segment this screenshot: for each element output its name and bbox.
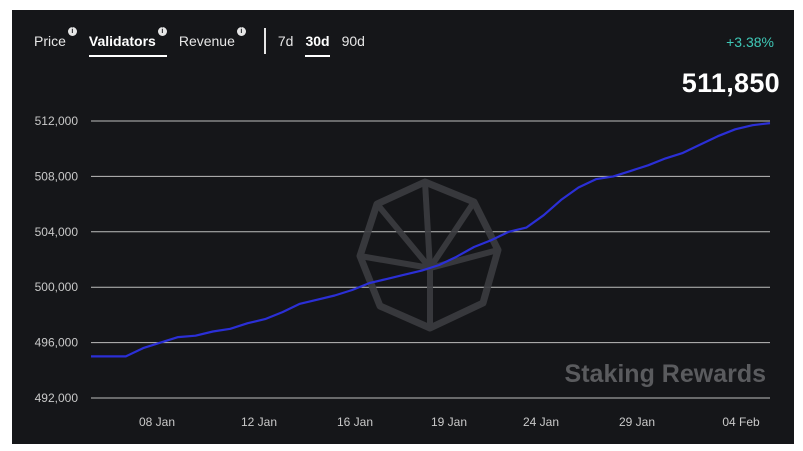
x-tick-label: 24 Jan	[523, 415, 559, 429]
range-30d-label: 30d	[305, 33, 330, 49]
y-axis-ticks: 512,000 508,000 504,000 500,000 496,000 492,0…	[35, 114, 79, 405]
x-tick-label: 08 Jan	[139, 415, 175, 429]
range-7d[interactable]: 7d	[278, 32, 294, 56]
tab-revenue-label: Revenue	[178, 33, 235, 49]
tab-separator	[263, 28, 266, 54]
chart-card: Pricei Validatorsi Revenuei 7d 30d 90d +…	[12, 10, 794, 444]
x-tick-label: 16 Jan	[337, 415, 373, 429]
range-90d-label: 90d	[341, 33, 365, 49]
x-axis-ticks: 08 Jan 12 Jan 16 Jan 19 Jan 24 Jan 29 Jan 04 F…	[139, 415, 760, 429]
tab-validators[interactable]: Validatorsi	[88, 27, 167, 57]
tab-price[interactable]: Pricei	[34, 27, 77, 56]
y-tick-label: 508,000	[35, 169, 79, 183]
range-7d-label: 7d	[277, 33, 294, 49]
tab-bar: Pricei Validatorsi Revenuei 7d 30d 90d	[34, 27, 377, 58]
y-tick-label: 512,000	[35, 114, 79, 128]
series-group	[91, 122, 771, 358]
tab-price-label: Price	[34, 33, 66, 49]
x-tick-label: 12 Jan	[241, 415, 277, 429]
y-tick-label: 492,000	[35, 391, 79, 405]
info-icon[interactable]: i	[67, 27, 77, 36]
y-tick-label: 504,000	[35, 225, 79, 239]
x-tick-label: 29 Jan	[619, 415, 655, 429]
range-30d[interactable]: 30d	[305, 32, 330, 57]
line-chart: 512,000 508,000 504,000 500,000 496,000 492,0…	[35, 114, 771, 429]
tab-revenue[interactable]: Revenuei	[178, 27, 246, 56]
y-tick-label: 496,000	[35, 336, 79, 350]
change-percent: +3.38%	[726, 34, 774, 50]
watermark-logo	[356, 178, 502, 332]
watermark-text: Staking Rewards	[565, 360, 766, 388]
info-icon[interactable]: i	[157, 27, 167, 36]
y-tick-label: 500,000	[35, 280, 79, 294]
info-icon[interactable]: i	[236, 27, 246, 36]
current-value: 511,850	[681, 68, 780, 98]
x-tick-label: 04 Feb	[722, 415, 760, 429]
tab-validators-label: Validators	[88, 33, 156, 49]
x-tick-label: 19 Jan	[431, 415, 467, 429]
series-line	[91, 122, 771, 358]
range-90d[interactable]: 90d	[342, 32, 365, 56]
